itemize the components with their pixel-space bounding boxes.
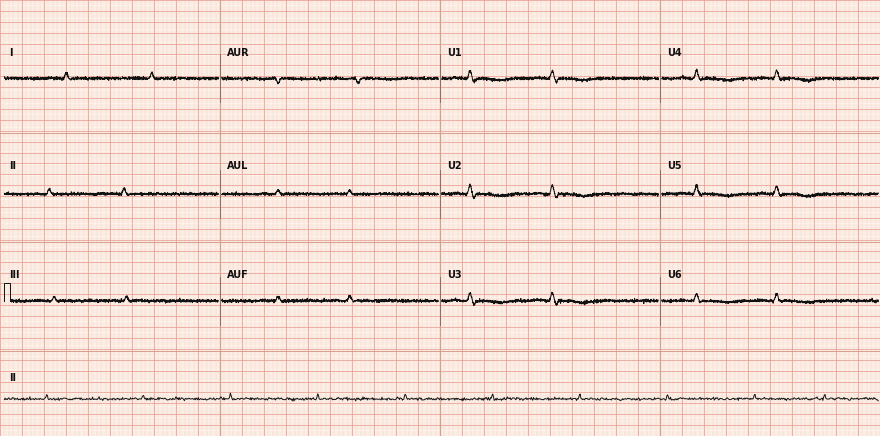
Text: U1: U1 <box>447 48 462 58</box>
Text: AUL: AUL <box>227 161 248 171</box>
Text: II: II <box>9 373 16 383</box>
Text: AUF: AUF <box>227 270 249 280</box>
Text: III: III <box>9 270 19 280</box>
Text: I: I <box>9 48 12 58</box>
Text: U3: U3 <box>447 270 462 280</box>
Text: AUR: AUR <box>227 48 250 58</box>
Text: U5: U5 <box>667 161 682 171</box>
Text: II: II <box>9 161 16 171</box>
Text: U6: U6 <box>667 270 682 280</box>
Text: U2: U2 <box>447 161 462 171</box>
Text: U4: U4 <box>667 48 682 58</box>
